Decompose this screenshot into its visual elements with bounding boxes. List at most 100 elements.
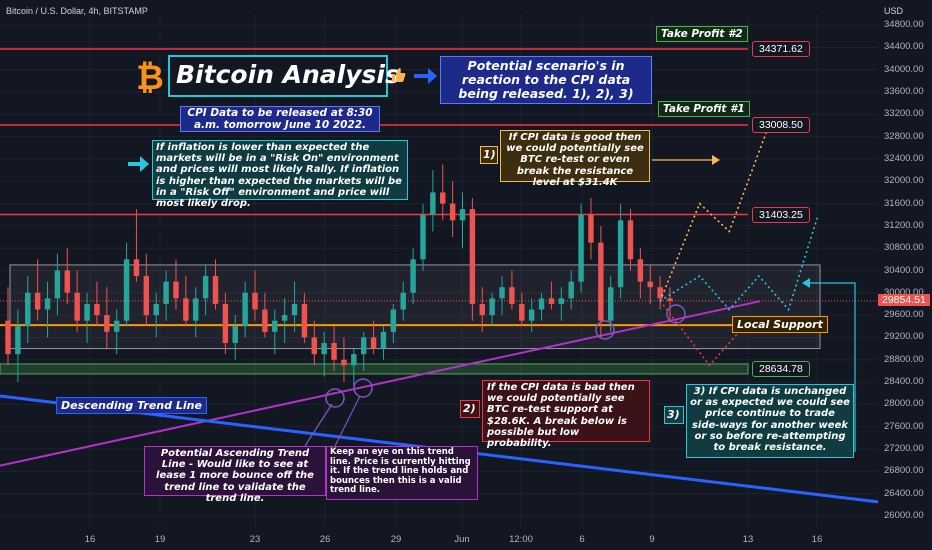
candle-body <box>84 303 90 321</box>
page-title: Bitcoin Analysis <box>176 60 400 89</box>
candle-body <box>538 298 545 310</box>
y-tick-label: 31200.00 <box>884 219 924 231</box>
candle-body <box>252 292 258 310</box>
y-tick-label: 31600.00 <box>884 197 924 209</box>
scenario1-note: If CPI data is good then we could potent… <box>500 130 650 188</box>
bounce-circle <box>325 388 345 408</box>
candle-body <box>173 281 179 299</box>
candle-body <box>242 292 248 327</box>
y-tick-label: 33600.00 <box>884 86 924 98</box>
cpi-release-note: CPI Data to be released at 8:30 a.m. tom… <box>180 106 380 132</box>
candle-body <box>113 320 120 332</box>
bounce-circle <box>595 320 615 340</box>
candle-body <box>607 287 614 321</box>
candle-body <box>222 303 229 343</box>
scenario-2-projection <box>659 300 750 367</box>
currency-label: USD <box>884 6 904 16</box>
candle-body <box>183 298 189 321</box>
candle-body <box>430 192 436 215</box>
candle-body <box>212 276 219 304</box>
scenario2-note: If the CPI data is bad then we could pot… <box>482 380 650 449</box>
y-tick-label: 29200.00 <box>884 331 924 343</box>
scenario3-number: 3) <box>664 406 684 424</box>
candle-body <box>637 259 644 282</box>
candle-body <box>519 303 525 321</box>
bounce-circle <box>666 304 686 324</box>
candle-body <box>657 287 663 299</box>
candle-body <box>64 270 71 293</box>
candle-body <box>479 303 485 316</box>
candle-body <box>232 326 238 343</box>
candle-body <box>15 326 21 355</box>
inflation-note: If inflation is lower than expected the … <box>152 140 408 209</box>
candle-body <box>410 259 416 293</box>
scenario-intro-note: Potential scenario's in reaction to the … <box>440 56 652 104</box>
arrow-right-icon <box>128 156 149 172</box>
scenario3-note: 3) If CPI data is unchanged or as expect… <box>686 384 854 458</box>
candle-body <box>548 298 555 304</box>
x-tick-label: 16 <box>84 534 96 545</box>
bounce-circle <box>353 378 373 398</box>
x-tick-label: Jun <box>454 534 470 545</box>
candle-body <box>390 309 397 332</box>
take-profit-2-label: Take Profit #2 <box>656 26 748 42</box>
y-tick-label: 26800.00 <box>884 465 924 477</box>
candle-body <box>262 309 268 332</box>
candle-body <box>94 303 100 316</box>
candle-body <box>667 298 673 302</box>
level-price-label: 34371.62 <box>752 41 810 58</box>
trendline-watch-note: Keep an eye on this trend line. Price is… <box>326 446 478 500</box>
y-tick-label: 34400.00 <box>884 41 924 53</box>
y-tick-label: 32000.00 <box>884 175 924 187</box>
candle-body <box>459 209 466 221</box>
x-tick-label: 26 <box>319 534 331 545</box>
thumbs-up-icon <box>392 68 406 82</box>
candle-body <box>143 276 150 316</box>
y-tick-label: 28800.00 <box>884 353 924 365</box>
candle-body <box>5 320 11 355</box>
candle-body <box>499 287 505 299</box>
x-tick-label: 6 <box>579 534 585 545</box>
local-support-label: Local Support <box>732 316 828 333</box>
candle-body <box>647 281 653 288</box>
x-tick-label: 9 <box>649 534 655 545</box>
y-tick-label: 34800.00 <box>884 19 924 31</box>
candle-body <box>321 342 327 355</box>
x-tick-label: 16 <box>811 534 823 545</box>
candle-body <box>568 281 574 299</box>
candle-body <box>400 292 406 310</box>
candle-body <box>351 354 357 366</box>
candle-series <box>5 164 673 388</box>
candle-body <box>311 337 318 355</box>
candle-body <box>301 303 308 338</box>
support-zone <box>0 363 749 375</box>
candle-body <box>598 242 604 321</box>
y-tick-label: 27200.00 <box>884 442 924 454</box>
title-box: Bitcoin Analysis <box>168 55 400 97</box>
y-tick-label: 29600.00 <box>884 309 924 321</box>
scenario3-bracket <box>806 282 856 452</box>
level-price-label: 28634.78 <box>752 360 810 377</box>
candle-body <box>420 214 426 260</box>
scenario1-arrow-head <box>712 155 720 165</box>
bitcoin-logo-icon: ₿ <box>136 60 164 94</box>
y-tick-label: 34000.00 <box>884 63 924 75</box>
candle-body <box>509 287 515 304</box>
level-price-label: 33008.50 <box>752 117 810 134</box>
candle-body <box>449 203 456 221</box>
ascending-note-pointer <box>304 403 333 447</box>
drawings-front <box>304 125 856 452</box>
y-tick-label: 28000.00 <box>884 398 924 410</box>
scenario3-arrow-head <box>802 278 810 288</box>
candle-body <box>528 309 535 321</box>
candle-body <box>360 337 367 355</box>
candle-body <box>588 214 594 243</box>
candle-body <box>469 209 476 304</box>
candle-body <box>489 298 495 316</box>
arrow-right-icon <box>414 68 437 84</box>
ascending-trend-note: Potential Ascending Trend Line - Would l… <box>144 446 326 504</box>
candle-body <box>558 298 565 304</box>
candle-body <box>193 298 199 321</box>
take-profit-1-label: Take Profit #1 <box>658 101 750 117</box>
